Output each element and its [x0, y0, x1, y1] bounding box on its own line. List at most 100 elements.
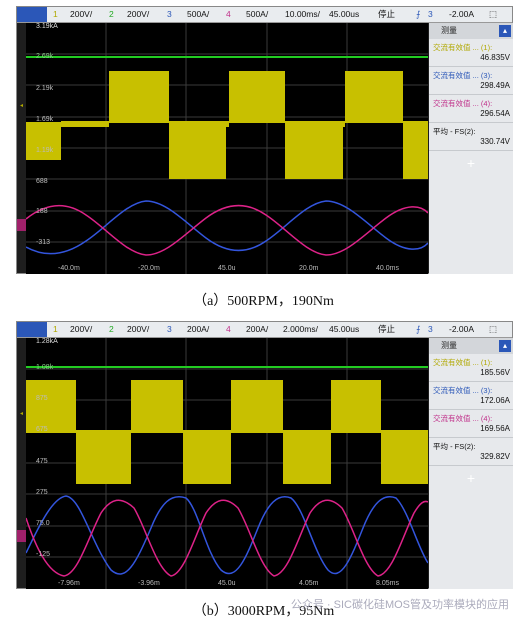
ch1-label[interactable]: 1 — [53, 9, 58, 19]
add-measurement-button[interactable]: + — [466, 470, 476, 486]
y-tick-label: 3.19kA — [36, 23, 58, 30]
time-per-div[interactable]: 10.00ms/ — [285, 9, 320, 19]
x-tick-label: -20.0m — [138, 265, 160, 272]
measurement-panel: 测量 ▴ 交流有效值 ... (1): 185.56V 交流有效值 ... (3… — [429, 338, 513, 589]
watermark: 公众号 · SIC碳化硅MOS管及功率模块的应用 — [290, 599, 509, 611]
ch3-label[interactable]: 3 — [167, 9, 172, 19]
ch4-label[interactable]: 4 — [226, 324, 231, 334]
ch4-trace — [26, 204, 428, 256]
measurement-item[interactable]: 交流有效值 ... (3): 298.49A — [429, 67, 513, 95]
waveform-display[interactable]: 3.19kA 2.69k 2.19k 1.69k 1.19k 688 188 -… — [26, 23, 428, 274]
x-tick-label: 45.0u — [218, 265, 236, 272]
ch3-label[interactable]: 3 — [167, 324, 172, 334]
x-tick-label: -40.0m — [58, 265, 80, 272]
waveform-display[interactable]: 1.28kA 1.08k 875 675 475 275 75.0 -125 -… — [26, 338, 428, 589]
ch1-marker-icon[interactable]: ◂ — [19, 411, 23, 417]
y-tick-label: 188 — [36, 208, 48, 215]
ch4-marker-icon[interactable] — [17, 219, 26, 231]
panel-toggle-icon[interactable]: ▴ — [499, 25, 511, 37]
waveform-svg — [26, 338, 428, 589]
measurement-value: 329.82V — [480, 452, 510, 461]
ch1-trace — [26, 71, 428, 179]
x-tick-label: -3.96m — [138, 580, 160, 587]
scope-toolbar: 1 200V/ 2 200V/ 3 200A/ 4 200A/ 2.000ms/… — [17, 322, 512, 338]
run-state[interactable]: 停止 — [378, 9, 396, 19]
ch4-label[interactable]: 4 — [226, 9, 231, 19]
trigger-position[interactable]: 45.00us — [329, 9, 360, 19]
y-tick-label: -125 — [36, 551, 51, 558]
measurement-item[interactable]: 交流有效值 ... (3): 172.06A — [429, 382, 513, 410]
y-tick-label: 875 — [36, 395, 48, 402]
trigger-edge-icon: ⨍ — [416, 324, 421, 334]
ch2-scale[interactable]: 200V/ — [127, 9, 150, 19]
ch2-scale[interactable]: 200V/ — [127, 324, 150, 334]
y-tick-label: 675 — [36, 426, 48, 433]
measurement-label: 交流有效值 ... (1): — [433, 358, 493, 367]
ch1-marker-icon[interactable]: ◂ — [19, 103, 23, 109]
y-tick-label: 475 — [36, 458, 48, 465]
x-tick-label: 20.0m — [299, 265, 319, 272]
trigger-level[interactable]: -2.00A — [449, 324, 475, 334]
window-icon[interactable]: ⬚ — [489, 324, 498, 334]
ch4-marker-icon[interactable] — [17, 530, 26, 542]
ch2-label[interactable]: 2 — [109, 324, 114, 334]
ch3-scale[interactable]: 200A/ — [187, 324, 210, 334]
channel-menu-button[interactable] — [17, 322, 47, 337]
trigger-channel[interactable]: 3 — [428, 324, 433, 334]
measurement-item[interactable]: 平均 - FS(2): 330.74V — [429, 123, 513, 151]
waveform-svg — [26, 23, 428, 274]
run-state[interactable]: 停止 — [378, 324, 396, 334]
ch3-trace — [26, 495, 428, 575]
measurement-item[interactable]: 平均 - FS(2): 329.82V — [429, 438, 513, 466]
y-tick-label: 75.0 — [36, 520, 50, 527]
ch3-trace — [26, 200, 428, 255]
y-tick-label: 688 — [36, 178, 48, 185]
measurement-item[interactable]: 交流有效值 ... (4): 296.54A — [429, 95, 513, 123]
channel-menu-button[interactable] — [17, 7, 47, 22]
time-per-div[interactable]: 2.000ms/ — [283, 324, 318, 334]
add-measurement-button[interactable]: + — [466, 155, 476, 171]
ch4-scale[interactable]: 200A/ — [246, 324, 269, 334]
x-tick-label: 8.05ms — [376, 580, 399, 587]
trigger-position[interactable]: 45.00us — [329, 324, 360, 334]
scope-toolbar: 1 200V/ 2 200V/ 3 500A/ 4 500A/ 10.00ms/… — [17, 7, 512, 23]
y-tick-label: 2.19k — [36, 85, 54, 92]
scope-panel-b: 1 200V/ 2 200V/ 3 200A/ 4 200A/ 2.000ms/… — [16, 321, 513, 589]
caption-a: （a）500RPM，190Nm — [193, 294, 334, 309]
measurement-item[interactable]: 交流有效值 ... (1): 185.56V — [429, 354, 513, 382]
caption-b: （b）3000RPM，95Nm — [192, 604, 335, 619]
ch2-label[interactable]: 2 — [109, 9, 114, 19]
y-tick-label: 275 — [36, 489, 48, 496]
y-tick-label: 1.08k — [36, 364, 54, 371]
ch1-scale[interactable]: 200V/ — [70, 324, 93, 334]
trigger-level[interactable]: -2.00A — [449, 9, 475, 19]
x-tick-label: 4.05m — [299, 580, 319, 587]
measurement-label: 平均 - FS(2): — [433, 127, 476, 136]
measurement-label: 交流有效值 ... (1): — [433, 43, 493, 52]
measurement-title: 测量 — [441, 341, 457, 350]
panel-toggle-icon[interactable]: ▴ — [499, 340, 511, 352]
ch1-scale[interactable]: 200V/ — [70, 9, 93, 19]
y-tick-label: -313 — [36, 239, 51, 246]
x-tick-label: 45.0u — [218, 580, 236, 587]
ch4-scale[interactable]: 500A/ — [246, 9, 269, 19]
measurement-label: 交流有效值 ... (4): — [433, 99, 493, 108]
measurement-item[interactable]: 交流有效值 ... (1): 46.835V — [429, 39, 513, 67]
measurement-value: 172.06A — [480, 396, 510, 405]
measurement-label: 平均 - FS(2): — [433, 442, 476, 451]
y-tick-label: 1.19k — [36, 147, 54, 154]
measurement-value: 169.56A — [480, 424, 510, 433]
measurement-panel: 测量 ▴ 交流有效值 ... (1): 46.835V 交流有效值 ... (3… — [429, 23, 513, 274]
measurement-header: 测量 ▴ — [429, 23, 513, 39]
measurement-value: 46.835V — [480, 53, 510, 62]
window-icon[interactable]: ⬚ — [489, 9, 498, 19]
y-tick-label: 2.69k — [36, 53, 54, 60]
measurement-item[interactable]: 交流有效值 ... (4): 169.56A — [429, 410, 513, 438]
ch3-scale[interactable]: 500A/ — [187, 9, 210, 19]
ch4-trace — [26, 499, 428, 577]
x-tick-label: -7.96m — [58, 580, 80, 587]
x-tick-label: 40.0ms — [376, 265, 399, 272]
trigger-channel[interactable]: 3 — [428, 9, 433, 19]
measurement-value: 296.54A — [480, 109, 510, 118]
ch1-label[interactable]: 1 — [53, 324, 58, 334]
